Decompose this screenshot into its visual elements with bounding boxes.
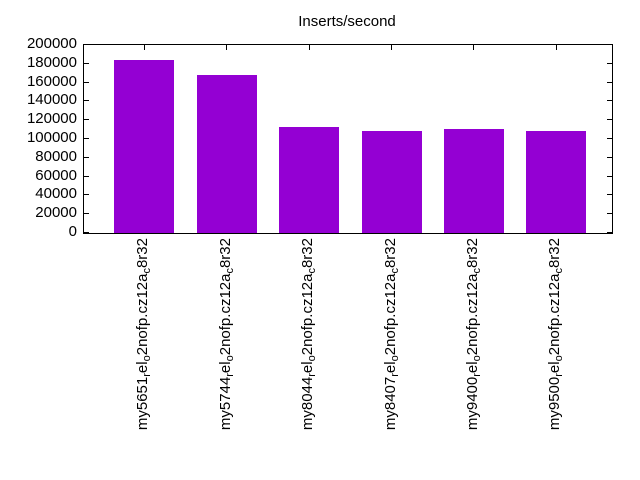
label-subscript: o — [553, 355, 566, 362]
y-tick-mark-right — [607, 44, 612, 45]
chart-title: Inserts/second — [298, 13, 396, 30]
label-text: my8044 — [299, 376, 317, 431]
label-text: 2nofp.cz12a — [463, 273, 481, 356]
y-tick-mark-left — [84, 156, 89, 158]
bar — [361, 131, 422, 233]
x-tick-mark-top — [143, 45, 145, 50]
label-text: 2nofp.cz12a — [546, 273, 564, 356]
x-category-label: my5744relo2nofp.cz12ac8r32 — [216, 238, 236, 450]
y-tick-label: 80000 — [35, 147, 77, 165]
bar — [279, 126, 340, 233]
x-tick-mark-top — [391, 45, 392, 50]
label-subscript: r — [306, 373, 319, 377]
x-category-label: my8044relo2nofp.cz12ac8r32 — [299, 238, 319, 450]
label-subscript: o — [470, 355, 483, 362]
x-tick-mark-top — [555, 45, 557, 50]
label-text: my5744 — [216, 376, 234, 431]
label-text: el — [546, 361, 564, 374]
y-tick-mark-right — [607, 213, 612, 215]
label-subscript: o — [141, 355, 154, 362]
label-text: 8r32 — [299, 238, 317, 269]
y-tick-label: 100000 — [26, 129, 77, 146]
y-tick-label: 160000 — [26, 72, 77, 90]
y-tick-label: 60000 — [35, 166, 77, 184]
label-text: 2nofp.cz12a — [381, 273, 399, 356]
label-subscript: r — [553, 373, 566, 377]
label-subscript: c — [306, 268, 319, 274]
y-tick-mark-right — [607, 194, 612, 196]
label-text: 8r32 — [546, 238, 564, 269]
y-tick-mark-left — [84, 119, 89, 121]
y-tick-label: 180000 — [26, 53, 77, 71]
label-text: el — [299, 361, 317, 374]
y-tick-mark-left — [84, 81, 89, 83]
label-subscript: r — [470, 373, 483, 377]
bar — [114, 60, 175, 233]
label-subscript: r — [141, 373, 154, 377]
y-tick-mark-right — [607, 175, 612, 177]
bar — [443, 129, 504, 233]
y-tick-mark-right — [607, 232, 612, 233]
y-tick-mark-left — [84, 175, 89, 177]
label-text: 2nofp.cz12a — [299, 273, 317, 356]
x-category-label: my9500relo2nofp.cz12ac8r32 — [546, 238, 566, 450]
y-tick-mark-left — [84, 100, 89, 102]
bar — [196, 75, 257, 233]
y-tick-label: 20000 — [35, 204, 77, 222]
label-subscript: o — [306, 355, 319, 362]
label-text: my9500 — [546, 376, 564, 431]
y-tick-mark-right — [607, 100, 612, 102]
label-subscript: c — [388, 268, 401, 274]
label-subscript: c — [553, 268, 566, 274]
y-tick-mark-left — [84, 194, 89, 196]
y-tick-mark-left — [84, 62, 89, 64]
x-tick-mark-top — [308, 45, 310, 50]
label-subscript: c — [223, 268, 236, 274]
y-tick-mark-right — [607, 81, 612, 83]
label-text: 8r32 — [134, 238, 152, 269]
y-tick-mark-right — [607, 119, 612, 121]
y-tick-label: 140000 — [26, 91, 77, 109]
label-text: my5651 — [134, 376, 152, 431]
y-tick-mark-right — [607, 138, 612, 139]
y-tick-mark-left — [84, 213, 89, 215]
label-text: el — [463, 361, 481, 374]
y-tick-label: 200000 — [26, 35, 77, 52]
x-category-label: my9400relo2nofp.cz12ac8r32 — [463, 238, 483, 450]
y-tick-mark-left — [84, 232, 89, 233]
x-category-label: my5651relo2nofp.cz12ac8r32 — [134, 238, 154, 450]
label-text: my9400 — [463, 376, 481, 431]
label-text: el — [216, 361, 234, 374]
label-text: my8407 — [381, 376, 399, 431]
bar — [526, 130, 587, 233]
label-text: el — [134, 361, 152, 374]
label-text: 8r32 — [216, 238, 234, 269]
label-text: 2nofp.cz12a — [216, 273, 234, 356]
label-subscript: r — [223, 373, 236, 377]
label-text: 8r32 — [463, 238, 481, 269]
x-category-label: my8407relo2nofp.cz12ac8r32 — [381, 238, 401, 450]
label-text: el — [381, 361, 399, 374]
label-subscript: c — [470, 268, 483, 274]
y-tick-mark-left — [84, 138, 89, 139]
label-subscript: o — [388, 355, 401, 362]
y-tick-mark-right — [607, 62, 612, 64]
label-subscript: c — [141, 268, 154, 274]
x-tick-mark-top — [226, 45, 228, 50]
x-tick-mark-top — [473, 45, 475, 50]
y-tick-label: 40000 — [35, 185, 77, 203]
y-tick-label: 0 — [68, 223, 77, 240]
label-text: 2nofp.cz12a — [134, 273, 152, 356]
label-text: 8r32 — [381, 238, 399, 269]
y-tick-mark-left — [84, 44, 89, 45]
y-tick-mark-right — [607, 156, 612, 158]
y-tick-label: 120000 — [26, 110, 77, 128]
label-subscript: r — [388, 373, 401, 377]
label-subscript: o — [223, 355, 236, 362]
plot-area — [83, 44, 613, 234]
